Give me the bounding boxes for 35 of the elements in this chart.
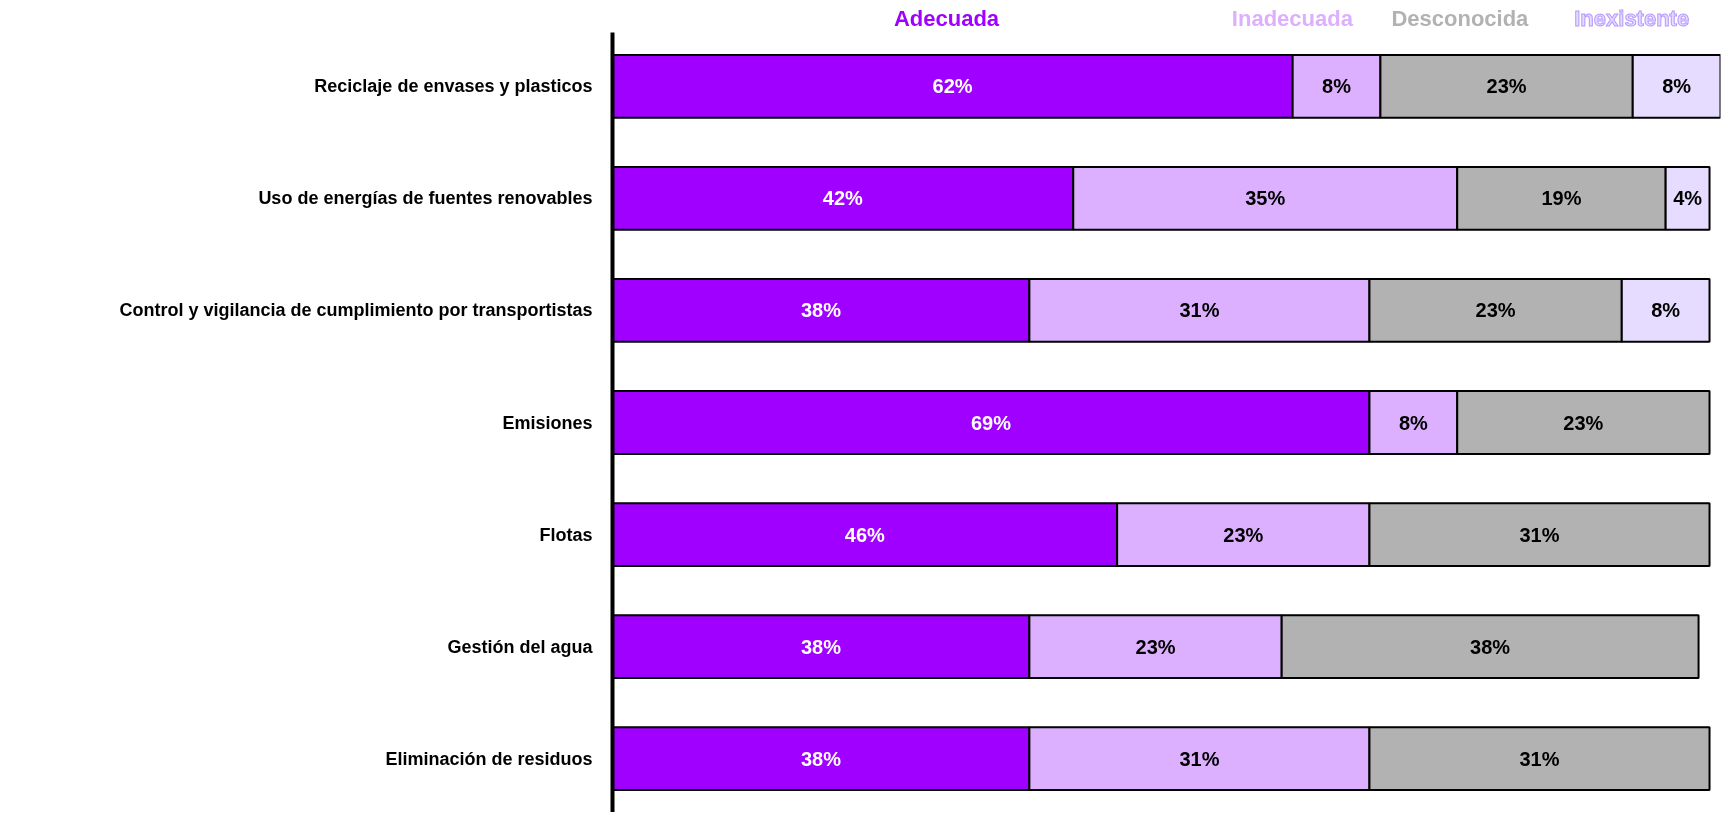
data-label: 4% [1673,187,1703,210]
data-label: 23% [1486,75,1527,98]
series-label: Inexistente [1574,5,1690,31]
data-label: 8% [1398,411,1428,434]
data-label: 8% [1322,75,1352,98]
data-label: 31% [1519,523,1560,546]
data-label: 38% [800,299,842,322]
data-label: 35% [1245,187,1286,210]
data-label: 23% [1475,299,1516,322]
data-label: 38% [1470,635,1511,658]
data-label: 38% [800,635,842,658]
data-label: 23% [1563,411,1604,434]
y-tick-label: Flotas [539,524,593,545]
data-label: 31% [1179,747,1220,770]
data-label: 46% [844,523,886,546]
data-label: 23% [1135,635,1176,658]
data-label: 69% [970,411,1012,434]
series-label: Adecuada [893,5,1000,31]
y-tick-label: Emisiones [502,412,593,433]
data-label: 8% [1662,75,1692,98]
data-label: 31% [1519,747,1560,770]
series-label: Inadecuada [1231,5,1354,31]
y-tick-label: Reciclaje de envases y plasticos [314,76,593,97]
y-tick-label: Gestión del agua [447,636,594,657]
data-label: 23% [1223,523,1264,546]
y-tick-label: Uso de energías de fuentes renovables [258,188,593,209]
y-tick-label: Eliminación de residuos [385,748,593,769]
data-label: 19% [1541,187,1582,210]
y-tick-label: Control y vigilancia de cumplimiento por transportistas [119,300,593,321]
series-label: Desconocida [1391,5,1530,31]
data-label: 38% [800,747,842,770]
data-label: 31% [1179,299,1220,322]
data-label: 62% [932,75,973,98]
data-label: 8% [1651,299,1681,322]
data-label: 42% [822,187,864,210]
